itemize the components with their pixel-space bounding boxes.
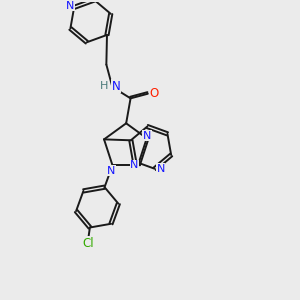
Text: N: N xyxy=(130,160,139,170)
Text: N: N xyxy=(142,131,151,141)
Text: N: N xyxy=(112,80,120,93)
Text: H: H xyxy=(100,81,108,92)
Text: N: N xyxy=(157,164,165,174)
Text: N: N xyxy=(66,1,75,11)
Text: Cl: Cl xyxy=(82,236,94,250)
Text: N: N xyxy=(107,166,115,176)
Text: O: O xyxy=(149,87,158,100)
